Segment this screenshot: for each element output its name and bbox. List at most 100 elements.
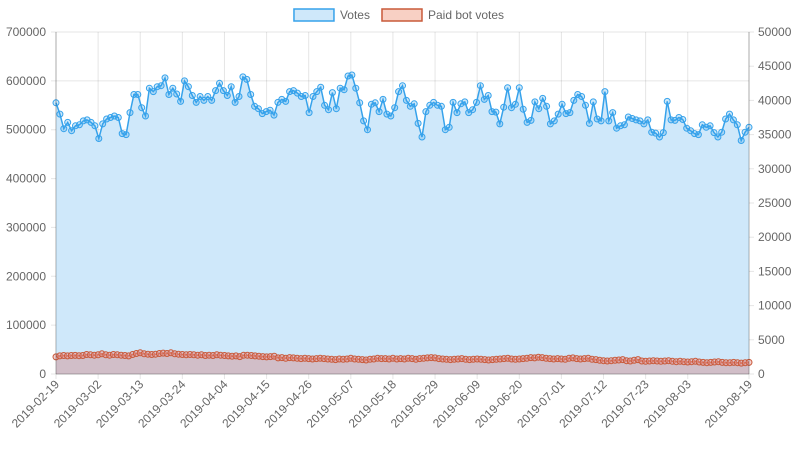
data-point — [60, 125, 68, 133]
data-point — [91, 122, 99, 130]
y-right-tick-label: 50000 — [758, 25, 792, 39]
data-point — [675, 114, 683, 121]
data-point — [122, 131, 130, 139]
data-point — [262, 108, 270, 116]
data-point — [247, 91, 255, 98]
data-point — [589, 98, 597, 106]
data-point — [192, 98, 200, 106]
data-point — [737, 137, 745, 144]
y-right-tick-label: 45000 — [758, 59, 792, 73]
data-point — [710, 129, 718, 137]
data-point — [379, 95, 387, 103]
data-point — [726, 110, 733, 118]
data-point — [410, 100, 418, 108]
data-point — [126, 109, 134, 117]
data-point — [656, 133, 663, 141]
data-point — [745, 123, 753, 131]
data-point — [461, 98, 469, 106]
y-right-tick-label: 10000 — [758, 299, 792, 313]
y-left-tick-label: 0 — [39, 367, 46, 381]
data-point — [278, 95, 286, 103]
data-point — [741, 128, 749, 136]
data-point — [364, 126, 371, 134]
data-point — [659, 129, 667, 137]
data-point — [177, 97, 185, 105]
legend-label: Paid bot votes — [428, 8, 504, 22]
y-right-tick-label: 20000 — [758, 230, 792, 244]
data-point — [251, 102, 259, 110]
data-point — [321, 101, 329, 109]
data-point — [107, 114, 114, 121]
data-point — [679, 116, 687, 123]
data-point — [395, 88, 403, 96]
data-point — [694, 131, 702, 139]
data-point — [634, 356, 642, 364]
data-point — [340, 86, 348, 94]
data-point — [402, 96, 410, 104]
data-point — [375, 108, 383, 116]
data-point — [99, 120, 107, 128]
data-point — [566, 109, 574, 117]
data-point — [270, 352, 278, 360]
data-point — [535, 105, 543, 113]
data-point — [550, 117, 558, 125]
data-point — [367, 100, 375, 108]
data-point — [313, 88, 321, 96]
data-point — [624, 113, 632, 121]
data-point — [558, 100, 566, 108]
data-point — [663, 97, 671, 105]
data-point — [500, 103, 508, 111]
data-point — [628, 115, 636, 122]
data-point — [64, 118, 72, 126]
data-point — [554, 110, 562, 118]
data-point — [235, 93, 243, 100]
data-point — [110, 112, 118, 120]
legend-swatch — [293, 8, 335, 22]
legend: Votes Paid bot votes — [293, 8, 504, 22]
data-point — [422, 108, 430, 116]
y-right-tick-label: 0 — [758, 367, 765, 381]
data-point — [578, 93, 586, 100]
data-point — [227, 83, 235, 91]
data-point — [605, 117, 613, 125]
data-point — [733, 121, 741, 129]
data-point — [317, 83, 325, 91]
data-point — [325, 106, 332, 114]
data-point — [219, 87, 227, 95]
data-point — [718, 128, 726, 136]
data-point — [103, 115, 111, 123]
legend-label: Votes — [340, 8, 370, 22]
data-point — [309, 93, 317, 100]
data-point — [68, 127, 76, 135]
data-point — [336, 84, 344, 92]
data-point — [328, 89, 336, 97]
y-left-tick-label: 500000 — [6, 123, 46, 137]
data-point — [208, 96, 216, 104]
data-point — [399, 82, 406, 90]
data-point — [125, 352, 133, 360]
data-point — [414, 119, 422, 127]
data-point — [476, 82, 484, 90]
y-left-tick-label: 400000 — [6, 172, 46, 186]
data-point — [457, 100, 465, 108]
data-point — [523, 118, 531, 126]
data-point — [356, 99, 364, 107]
y-left-tick-label: 100000 — [6, 318, 46, 332]
data-point — [95, 135, 103, 142]
data-point — [519, 105, 527, 113]
series-paid-bot-votes — [52, 349, 753, 374]
data-point — [601, 88, 609, 96]
data-point — [157, 82, 165, 90]
data-point — [445, 123, 453, 131]
data-point — [212, 87, 220, 95]
y-right-tick-label: 35000 — [758, 128, 792, 142]
data-point — [620, 121, 628, 129]
data-point — [582, 101, 589, 109]
legend-swatch — [381, 8, 423, 22]
data-point — [56, 110, 64, 118]
y-right-tick-label: 15000 — [758, 264, 792, 278]
data-point — [236, 353, 244, 361]
legend-item-paid-bot-votes: Paid bot votes — [381, 8, 504, 22]
data-point — [360, 117, 368, 125]
data-point — [387, 112, 395, 120]
